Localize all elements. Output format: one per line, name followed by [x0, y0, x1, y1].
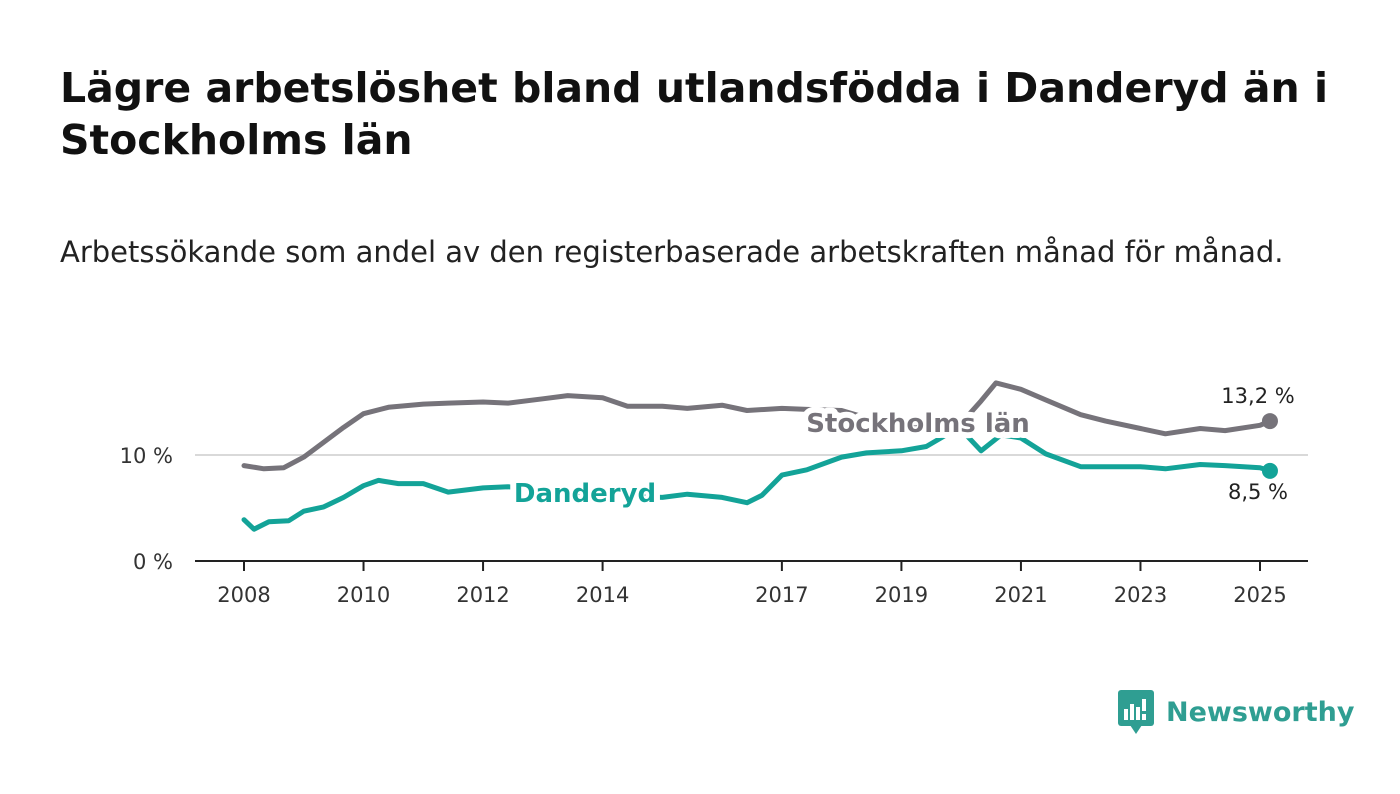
series-label-stockholms-län: Stockholms län [806, 409, 1030, 439]
series-layer [241, 380, 1278, 532]
x-tick-label: 2014 [576, 583, 629, 607]
series-line-stockholms-län [241, 380, 1273, 472]
x-tick-label: 2008 [217, 583, 270, 607]
series-end-point-stockholms-län [1261, 413, 1278, 430]
end-value-label: 13,2 % [1221, 384, 1294, 408]
series-end-point-danderyd [1261, 462, 1278, 479]
bar-chart-speech-bubble-icon [1118, 690, 1154, 734]
x-tick-label: 2010 [337, 583, 390, 607]
y-tick-label: 0 % [133, 550, 173, 574]
series-label-danderyd: Danderyd [514, 479, 656, 509]
axis-layer: 0 % 10 % 2008 2010 2012 2014 2017 2019 2021 2023 2… [120, 444, 1308, 607]
series-label-halo: Danderyd [514, 479, 656, 509]
series-line-danderyd [241, 432, 1273, 532]
chart-title: Lägre arbetslöshet bland utlandsfödda i … [60, 64, 1329, 164]
chart-subtitle: Arbetssökande som andel av den registerb… [60, 235, 1284, 269]
x-tick-label: 2017 [755, 583, 808, 607]
newsworthy-logo: Newsworthy [1118, 690, 1354, 734]
x-tick-label: 2019 [875, 583, 928, 607]
end-value-label: 8,5 % [1228, 480, 1288, 504]
x-tick-label: 2021 [994, 583, 1047, 607]
y-tick-label: 10 % [120, 444, 173, 468]
x-tick-label: 2023 [1114, 583, 1167, 607]
series-label-halo: Stockholms län [806, 409, 1030, 439]
x-tick-label: 2012 [456, 583, 509, 607]
x-tick-label: 2025 [1233, 583, 1286, 607]
brand-name: Newsworthy [1166, 696, 1355, 728]
